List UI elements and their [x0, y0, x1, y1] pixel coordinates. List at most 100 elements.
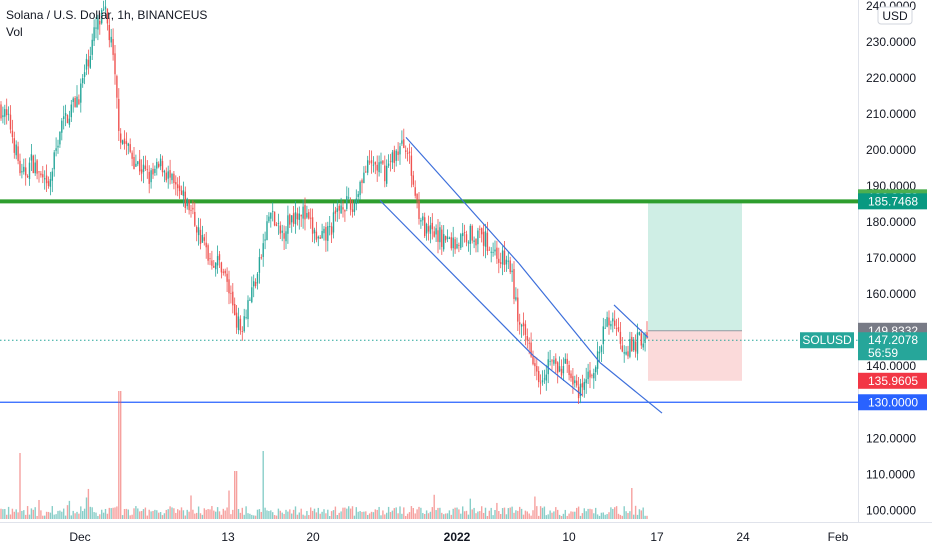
- candle-body: [68, 118, 71, 125]
- candle-body: [587, 371, 589, 380]
- candle-body: [36, 160, 38, 174]
- volume-bar: [317, 507, 319, 519]
- ticker-badge: [800, 332, 854, 349]
- candle-body: [353, 203, 356, 212]
- volume-indicator-label[interactable]: Vol: [6, 25, 23, 39]
- candle-body: [25, 167, 27, 176]
- volume-bar: [30, 508, 33, 519]
- candle-body: [11, 130, 14, 137]
- volume-bar: [585, 511, 587, 519]
- currency-button-label[interactable]: USD: [882, 9, 908, 23]
- channel-line[interactable]: [613, 304, 649, 338]
- volume-bar: [471, 509, 473, 519]
- volume-bar: [602, 512, 604, 519]
- candle-body: [95, 27, 97, 29]
- candle-body: [270, 212, 272, 219]
- volume-bar: [528, 513, 530, 519]
- candle-body: [313, 229, 316, 234]
- target-zone[interactable]: [648, 201, 742, 331]
- channel-line[interactable]: [599, 362, 663, 414]
- candle-body: [159, 158, 162, 167]
- candle-body: [205, 242, 207, 248]
- candle-body: [547, 359, 549, 375]
- candle-body: [272, 210, 274, 212]
- channel-line[interactable]: [518, 263, 601, 364]
- symbol-title[interactable]: Solana / U.S. Dollar, 1h, BINANCEUS: [6, 8, 208, 22]
- volume-bar: [133, 508, 135, 519]
- volume-bar: [614, 507, 616, 519]
- volume-bar: [283, 513, 285, 519]
- candle-body: [422, 216, 424, 221]
- candle-body: [13, 138, 15, 153]
- volume-bar: [281, 512, 283, 519]
- volume-bar: [72, 510, 74, 519]
- volume-bar: [494, 510, 496, 519]
- candle-body: [55, 148, 57, 151]
- candlestick-series: [0, 0, 648, 405]
- candle-body: [579, 383, 582, 397]
- price-axis[interactable]: 100.0000 110.0000 120.0000 130.0000 140.0000…: [866, 0, 916, 517]
- candle-body: [23, 166, 25, 172]
- volume-bar: [173, 508, 175, 519]
- candle-body: [517, 297, 519, 322]
- volume-bar: [422, 513, 424, 519]
- volume-bar: [285, 509, 287, 519]
- volume-bar: [165, 509, 167, 519]
- candle-body: [448, 237, 451, 239]
- candle-body: [152, 168, 154, 175]
- volume-bar: [289, 509, 291, 519]
- channel-line[interactable]: [405, 136, 520, 264]
- candle-body: [581, 383, 584, 388]
- candle-body: [310, 217, 312, 219]
- volume-bar: [481, 506, 483, 519]
- volume-bar: [116, 506, 118, 519]
- candle-body: [273, 211, 276, 226]
- currency-button-box[interactable]: [877, 6, 913, 25]
- candle-body: [102, 9, 105, 11]
- candle-body: [644, 334, 646, 343]
- volume-bar: [237, 509, 240, 519]
- price-tick-label: 110.0000: [866, 467, 915, 481]
- volume-bar: [135, 506, 137, 519]
- channel-line[interactable]: [379, 200, 534, 356]
- volume-bar: [623, 506, 625, 519]
- candle-body: [291, 215, 293, 223]
- volume-bar: [608, 512, 610, 519]
- volume-bar: [490, 507, 492, 519]
- candle-body: [154, 168, 156, 173]
- volume-bar: [249, 513, 251, 519]
- volume-bar: [148, 509, 150, 519]
- price-badge-label: 130.0000: [868, 395, 918, 409]
- candle-body: [220, 262, 223, 273]
- volume-bar: [549, 510, 551, 519]
- currency-button[interactable]: USD: [877, 6, 913, 25]
- candle-body: [346, 196, 348, 209]
- volume-bar: [458, 509, 460, 519]
- candle-body: [416, 193, 418, 200]
- candle-body: [51, 171, 53, 181]
- volume-bar: [627, 513, 629, 519]
- time-axis[interactable]: Dec 13 20 2022 10 17 24 Feb: [69, 530, 848, 544]
- candle-body: [228, 279, 230, 294]
- candle-body: [216, 256, 219, 266]
- channel-line[interactable]: [532, 354, 583, 396]
- volume-bar: [456, 507, 458, 519]
- candle-body: [604, 327, 606, 329]
- volume-bar: [209, 509, 211, 519]
- trend-channels[interactable]: [379, 136, 663, 414]
- volume-bar: [560, 515, 563, 519]
- volume-bar: [498, 511, 500, 519]
- candle-body: [492, 252, 494, 253]
- stop-zone[interactable]: [648, 330, 742, 381]
- volume-bar: [152, 511, 154, 519]
- volume-bar: [34, 507, 36, 519]
- volume-bar: [118, 391, 120, 519]
- candle-body: [401, 140, 403, 144]
- candle-body: [49, 179, 52, 187]
- volume-bar: [66, 505, 69, 519]
- volume-bar: [431, 507, 433, 519]
- volume-bar: [296, 514, 299, 519]
- candle-body: [230, 292, 232, 294]
- volume-bar: [106, 513, 109, 519]
